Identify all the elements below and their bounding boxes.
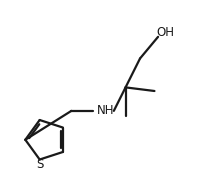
Text: S: S <box>36 159 43 171</box>
Text: NH: NH <box>97 104 114 117</box>
Text: OH: OH <box>156 26 174 39</box>
